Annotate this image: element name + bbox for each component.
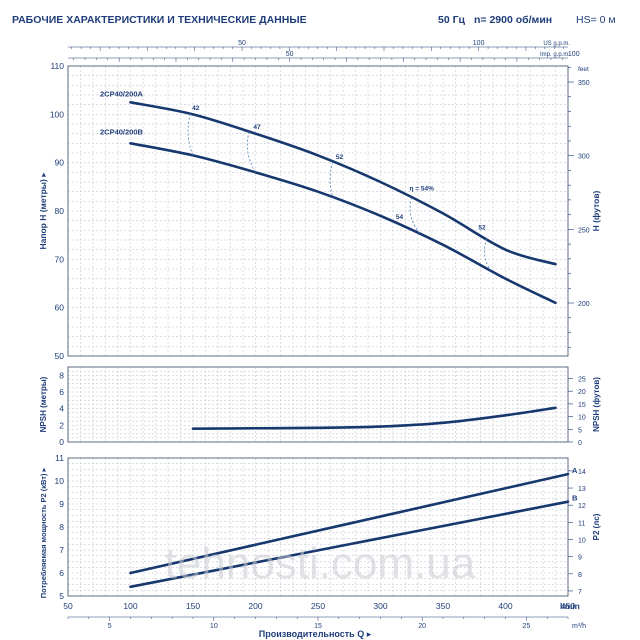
efficiency-label: 42: [192, 105, 200, 112]
y2-axis-title-power: P2 (лс): [592, 513, 601, 540]
x2-tick-label: 5: [108, 623, 112, 630]
x-unit-label: l/min: [560, 601, 580, 611]
y2-tick-label: 25: [578, 376, 586, 383]
x-tick-label: 150: [186, 601, 200, 611]
y-tick-label: 0: [59, 437, 64, 447]
series-line-3-a: [129, 472, 570, 575]
hs-label: HS= 0 м: [576, 14, 616, 26]
series-line-3-b: [129, 500, 570, 589]
y2-tick-label: 250: [578, 227, 590, 234]
x-axis-title: Производительность Q ▸: [259, 629, 372, 639]
y-tick-label: 8: [59, 522, 64, 532]
x2-tick-label: 20: [418, 623, 426, 630]
panel-frame: [67, 65, 569, 357]
y-tick-label: 80: [55, 206, 65, 216]
x-tick-label: 100: [123, 601, 137, 611]
y2-tick-label: 14: [578, 469, 586, 476]
y-tick-label: 9: [59, 499, 64, 509]
y-tick-label: 6: [59, 387, 64, 397]
y-tick-label: 2: [59, 420, 64, 430]
y2-tick-label: 5: [578, 427, 582, 434]
power-label-a: A: [572, 466, 578, 475]
y2-tick-label: 10: [578, 537, 586, 544]
y2-tick-label: 10: [578, 415, 586, 422]
y2-tick-label: 12: [578, 503, 586, 510]
efficiency-line: [187, 113, 194, 156]
x-tick-label: 300: [373, 601, 387, 611]
y2-axis-title-npsh: NPSH (футов): [592, 377, 601, 432]
power-label-b: B: [572, 494, 578, 503]
y-tick-label: 50: [55, 351, 65, 361]
x2-tick-label: 10: [210, 623, 218, 630]
series-line-2-npsh: [191, 406, 557, 430]
frequency-label: 50 Гц: [438, 14, 466, 26]
y2-tick-label: 350: [578, 80, 590, 87]
series-line-1-2cp40200a: [129, 101, 557, 266]
y-tick-label: 90: [55, 158, 65, 168]
series-line-1-2cp40200b: [129, 142, 557, 305]
y-axis-title-npsh: NPSH (метры): [39, 376, 48, 432]
watermark: tehnosti.com.ua: [165, 539, 476, 588]
y2-tick-label: 7: [578, 589, 582, 596]
y2-unit-label: feet: [578, 66, 589, 73]
x-tick-label: 350: [436, 601, 450, 611]
y-tick-label: 60: [55, 303, 65, 313]
efficiency-label: 52: [336, 154, 344, 161]
top-us-unit: US g.p.m.: [543, 41, 570, 47]
y2-tick-label: 200: [578, 301, 590, 308]
y2-tick-label: 20: [578, 389, 586, 396]
rpm-label: n= 2900 об/мин: [474, 14, 553, 26]
y-tick-label: 70: [55, 254, 65, 264]
x-tick-label: 400: [498, 601, 512, 611]
chart-header: РАБОЧИЕ ХАРАКТЕРИСТИКИ И ТЕХНИЧЕСКИЕ ДАН…: [0, 0, 640, 40]
top-us-tick-label: 50: [238, 40, 246, 47]
x-tick-label: 250: [311, 601, 325, 611]
x2-tick-label: 25: [522, 623, 530, 630]
y-tick-label: 110: [50, 61, 64, 71]
y-tick-label: 7: [59, 545, 64, 555]
efficiency-label: 52: [478, 225, 486, 232]
efficiency-line: [329, 161, 334, 198]
page-title: РАБОЧИЕ ХАРАКТЕРИСТИКИ И ТЕХНИЧЕСКИЕ ДАН…: [12, 14, 307, 26]
panel-frame: [67, 366, 569, 443]
y-tick-label: 100: [50, 109, 64, 119]
top-imp-tick-label: 50: [286, 51, 294, 58]
x2-tick-label: 15: [314, 623, 322, 630]
x-tick-label: 450: [561, 601, 575, 611]
y-tick-label: 5: [59, 591, 64, 601]
y-tick-label: 4: [59, 404, 64, 414]
series-label-a: 2CP40/200A: [100, 89, 144, 98]
y2-tick-label: 13: [578, 486, 586, 493]
y2-tick-label: 8: [578, 572, 582, 579]
y-tick-label: 10: [55, 476, 65, 486]
x-tick-label: 50: [63, 601, 73, 611]
x2-unit-label: m³/h: [572, 623, 586, 630]
y2-tick-label: 11: [578, 520, 585, 527]
efficiency-label: η = 54%: [410, 186, 435, 193]
efficiency-label: 54: [396, 214, 404, 221]
x-tick-label: 200: [248, 601, 262, 611]
y2-tick-label: 300: [578, 154, 590, 161]
y2-tick-label: 0: [578, 440, 582, 447]
y-tick-label: 6: [59, 568, 64, 578]
y-tick-label: 8: [59, 370, 64, 380]
efficiency-label: 47: [253, 124, 261, 131]
series-label-b: 2CP40/200B: [100, 128, 144, 137]
y2-tick-label: 9: [578, 555, 582, 562]
y2-axis-title-head: H (футов): [591, 190, 601, 231]
y2-tick-label: 15: [578, 402, 586, 409]
y-tick-label: 11: [55, 453, 64, 463]
y-axis-title-power: Потребляемая мощность P2 (кВт) ▸: [39, 467, 48, 598]
efficiency-line: [246, 131, 256, 173]
panel-frame: [67, 457, 569, 597]
efficiency-line: [484, 238, 491, 271]
top-imp-tick-label: 100: [568, 51, 580, 58]
y-axis-title-head: Напор H (метры) ▸: [38, 172, 48, 250]
top-us-tick-label: 100: [473, 40, 485, 47]
top-imp-unit: Imp. g.p.m.: [540, 52, 570, 58]
